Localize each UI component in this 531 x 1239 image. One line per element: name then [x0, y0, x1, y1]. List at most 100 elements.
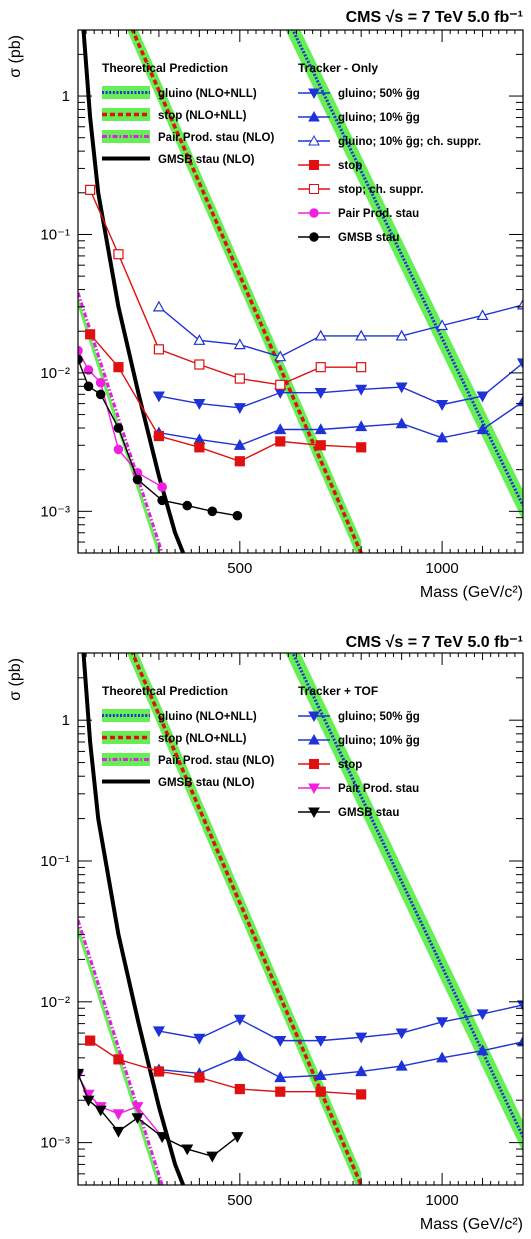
legend-series-label: stop; ch. suppr.: [338, 184, 424, 196]
data-point: [83, 365, 94, 375]
data-point: [436, 400, 449, 411]
y-tick-label: 10⁻²: [40, 365, 70, 382]
data-point: [113, 444, 124, 455]
plot-frame: [77, 29, 524, 554]
legend-theory-header: Theoretical Prediction: [102, 61, 228, 75]
data-point: [153, 344, 165, 355]
theory-line-3: [81, 30, 186, 553]
x-tick-label: 1000: [425, 560, 458, 577]
data-point: [355, 329, 368, 341]
data-point: [395, 417, 408, 429]
theory-line-0: [291, 30, 523, 507]
legend-band-swatch: [102, 709, 150, 722]
legend-marker: [309, 232, 319, 242]
legend-theory-label: stop (NLO+NLL): [158, 733, 247, 745]
series-line-1: [158, 401, 523, 447]
theory-band-2: [78, 924, 161, 1185]
data-point: [82, 1095, 95, 1107]
data-point: [516, 358, 523, 370]
data-point: [194, 1072, 205, 1083]
x-axis-label: Mass (GeV/c²): [420, 1216, 523, 1233]
data-point: [355, 1032, 368, 1044]
series-line-1: [158, 1041, 523, 1079]
y-tick-label: 1: [62, 712, 70, 729]
data-point: [355, 384, 368, 396]
data-point: [233, 1014, 246, 1026]
legend-series-label: gluino; 50% g̃g: [338, 711, 420, 723]
data-point: [314, 1036, 327, 1047]
y-tick-label: 10⁻¹: [40, 853, 70, 870]
data-point: [152, 1026, 165, 1038]
data-point: [315, 362, 326, 373]
data-point: [194, 442, 205, 453]
data-point: [395, 382, 408, 394]
legend-series-label: Pair Prod. stau: [338, 783, 419, 795]
data-point: [233, 338, 246, 350]
data-point: [207, 506, 218, 517]
legend-marker: [308, 110, 320, 122]
chart-title: CMS √s = 7 TeV 5.0 fb⁻¹: [346, 634, 523, 651]
x-tick-label: 500: [227, 560, 252, 577]
data-point: [275, 1086, 286, 1097]
data-point: [232, 510, 243, 521]
data-point: [157, 482, 167, 492]
data-point: [476, 423, 489, 435]
data-point: [516, 1035, 523, 1047]
data-point: [314, 1069, 327, 1081]
legend-series-label: stop: [338, 759, 362, 771]
data-point: [274, 350, 287, 362]
theory-band-1: [127, 30, 362, 553]
y-axis-label: σ (pb): [7, 658, 24, 701]
data-point: [233, 403, 246, 414]
data-point: [233, 439, 246, 450]
legend-series-label: gluino; 10% g̃g: [338, 112, 420, 124]
theory-band-0: [285, 653, 523, 1153]
plot-frame: [77, 652, 524, 1186]
legend-marker: [309, 184, 319, 194]
data-point: [112, 1109, 125, 1121]
y-tick-label: 10⁻³: [40, 1135, 70, 1152]
data-point: [275, 436, 286, 447]
legend: Theoretical Prediction gluino (NLO+NLL) st…: [102, 61, 481, 244]
series-line-3: [89, 333, 362, 463]
theory-line-2: [78, 919, 164, 1185]
legend-marker: [308, 711, 320, 723]
series-line-2: [89, 1040, 362, 1096]
data-point: [131, 1113, 144, 1125]
legend-theory-label: Pair Prod. stau (NLO): [158, 755, 274, 767]
series-line-4: [78, 1073, 238, 1158]
data-point: [112, 1126, 125, 1138]
legend-series-label: GMSB stau: [338, 232, 399, 244]
data-point: [476, 1044, 489, 1056]
data-point: [156, 1132, 169, 1144]
plot-area: [78, 30, 523, 553]
data-point: [355, 420, 368, 432]
data-point: [153, 430, 165, 442]
legend-theory-label: GMSB stau (NLO): [158, 777, 255, 789]
legend-marker: [308, 807, 320, 819]
data-point: [476, 1009, 489, 1021]
data-point: [181, 1144, 194, 1156]
data-point: [356, 442, 367, 453]
legend-series-label: GMSB stau: [338, 807, 399, 819]
legend-theory-label: stop (NLO+NLL): [158, 110, 247, 122]
data-point: [395, 1028, 408, 1040]
legend-band-swatch: [102, 86, 150, 99]
series-line-0: [158, 362, 523, 409]
legend-series-label: gluino; 10% g̃g: [338, 735, 420, 747]
series-line-4: [89, 189, 362, 386]
data-point: [78, 1068, 85, 1080]
data-point: [95, 377, 106, 388]
x-tick-label: 500: [227, 1192, 252, 1209]
data-point: [206, 1151, 219, 1163]
data-point: [113, 362, 124, 373]
legend-marker: [309, 160, 319, 170]
data-point: [113, 423, 124, 433]
data-point: [314, 329, 327, 341]
data-point: [131, 1102, 144, 1113]
data-point: [85, 1035, 96, 1046]
data-point: [234, 373, 245, 384]
theory-band-0: [285, 30, 523, 521]
legend-series-label: stop: [338, 160, 362, 172]
data-point: [516, 1000, 523, 1012]
